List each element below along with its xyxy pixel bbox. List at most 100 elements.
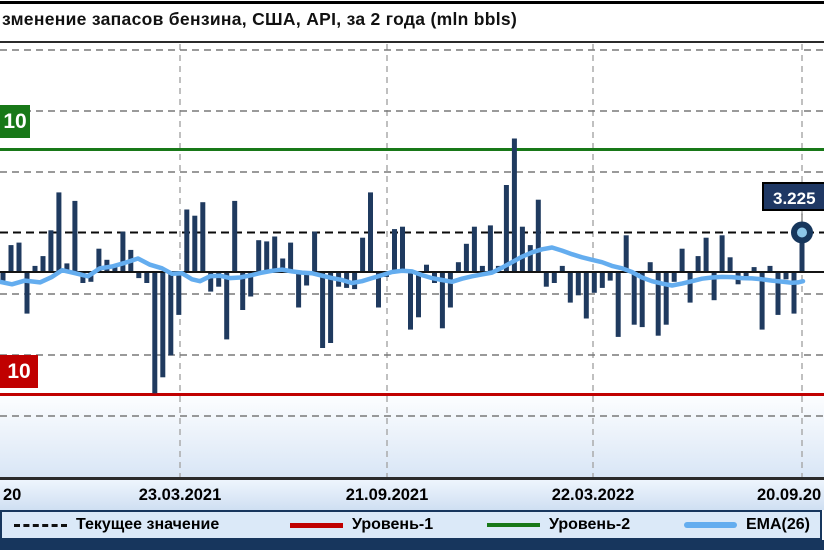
- bar: [463, 243, 469, 272]
- bar: [783, 272, 789, 280]
- bar: [16, 242, 22, 272]
- bar: [703, 237, 709, 272]
- bar: [8, 245, 14, 273]
- bar: [615, 272, 621, 337]
- bar: [663, 272, 669, 325]
- level1-badge: 10: [0, 355, 38, 388]
- bar: [591, 272, 597, 293]
- bar: [184, 209, 190, 272]
- bar: [759, 272, 765, 330]
- bar: [727, 257, 733, 272]
- legend-item-level1: Уровень-1: [290, 512, 433, 538]
- legend-item-current-value: Текущее значение: [14, 512, 219, 538]
- bar: [416, 272, 421, 318]
- chart-canvas: [0, 44, 824, 477]
- bar: [208, 272, 214, 292]
- bar: [687, 272, 693, 303]
- bar: [112, 264, 118, 272]
- bar: [72, 200, 78, 272]
- bar: [599, 272, 605, 288]
- bar: [80, 272, 86, 283]
- bar: [176, 272, 182, 315]
- chart-title: зменение запасов бензина, США, API, за 2…: [2, 9, 518, 29]
- bar: [799, 232, 805, 272]
- x-tick-3: 22.03.2022: [551, 486, 635, 504]
- legend-label: Текущее значение: [76, 516, 220, 533]
- bar: [639, 272, 645, 328]
- bar: [192, 215, 198, 272]
- bar: [280, 258, 286, 272]
- dashed-line-sample-icon: [14, 523, 67, 527]
- bar: [160, 272, 166, 378]
- bar: [559, 265, 565, 272]
- legend-label: EMA(26): [746, 516, 811, 533]
- bar: [32, 265, 38, 272]
- bar: [224, 272, 230, 340]
- green-line-sample-icon: [487, 523, 540, 527]
- bar: [791, 272, 797, 314]
- bar: [408, 272, 413, 330]
- bar: [719, 235, 725, 273]
- bar: [543, 272, 549, 287]
- plot-bottom-border: [0, 477, 824, 480]
- bar: [360, 237, 366, 272]
- x-axis: 20 23.03.2021 21.09.2021 22.03.2022 20.0…: [0, 480, 824, 510]
- bar: [775, 272, 781, 315]
- bar: [567, 272, 573, 303]
- current-value-badge: 3.225: [762, 182, 824, 211]
- bar: [455, 262, 461, 272]
- level2-badge: 10: [0, 105, 30, 138]
- bar: [647, 262, 653, 272]
- red-line-sample-icon: [290, 522, 343, 528]
- bar: [583, 272, 589, 319]
- title-separator: [0, 41, 824, 43]
- bar: [471, 226, 477, 272]
- bar: [519, 226, 525, 272]
- bar: [368, 192, 373, 272]
- bar: [0, 272, 6, 281]
- bar: [64, 263, 70, 272]
- bar: [256, 240, 262, 273]
- bar: [264, 241, 270, 272]
- legend-item-level2: Уровень-2: [487, 512, 630, 538]
- bar: [328, 272, 334, 343]
- x-tick-1: 23.03.2021: [138, 486, 222, 504]
- bar: [272, 236, 278, 272]
- bar: [96, 248, 102, 272]
- legend-label: Уровень-1: [352, 516, 434, 533]
- bar: [248, 272, 254, 297]
- bar: [695, 256, 701, 272]
- bar: [312, 231, 318, 272]
- bar: [240, 272, 246, 310]
- bar: [216, 272, 222, 287]
- ema-line: [0, 245, 806, 288]
- bar: [376, 272, 381, 308]
- bar: [767, 265, 773, 272]
- x-tick-2: 21.09.2021: [345, 486, 429, 504]
- blue-line-sample-icon: [684, 522, 737, 528]
- bar: [607, 272, 613, 281]
- bar: [320, 272, 326, 348]
- bar: [296, 272, 302, 308]
- bar: [152, 272, 158, 394]
- bar: [24, 272, 30, 314]
- bar: [168, 272, 174, 356]
- top-border: [0, 1, 824, 4]
- bar: [136, 272, 142, 279]
- bar: [623, 235, 629, 273]
- bar: [400, 226, 405, 272]
- bottom-bar: [0, 540, 824, 550]
- bar: [48, 230, 54, 272]
- x-tick-4: 20.09.20: [757, 486, 822, 504]
- legend-item-ema: EMA(26): [684, 512, 810, 538]
- bar: [743, 272, 749, 280]
- bar: [751, 267, 757, 272]
- bar: [288, 242, 294, 272]
- bar: [392, 229, 397, 272]
- plot-area: 10 10 3.225: [0, 44, 824, 477]
- bar: [527, 245, 533, 273]
- bar: [56, 192, 62, 272]
- bar: [200, 202, 206, 272]
- bar: [575, 272, 581, 296]
